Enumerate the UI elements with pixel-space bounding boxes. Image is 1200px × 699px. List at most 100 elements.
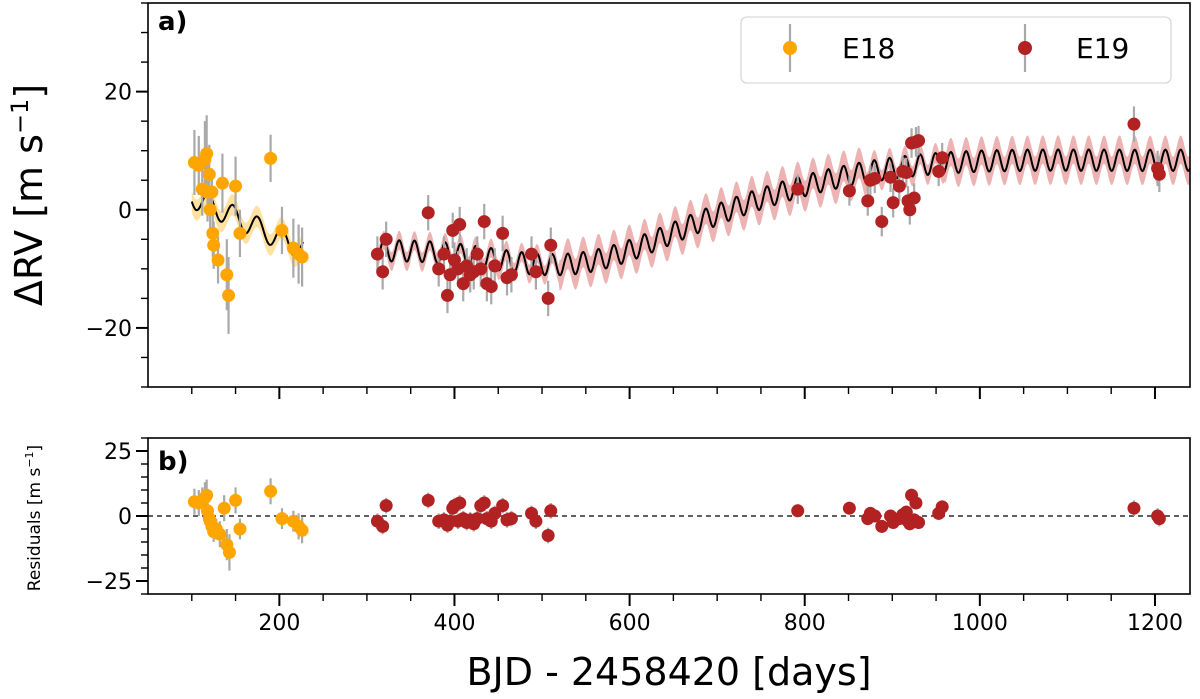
rv-point-e18 xyxy=(211,253,225,267)
x-tick-label: 1200 xyxy=(1127,611,1183,636)
rv-point-e19 xyxy=(899,166,913,180)
rv-point-e18 xyxy=(233,226,247,240)
residual-point-e19 xyxy=(791,504,805,518)
panel-a-rv-plot: −20 0 20 a) ΔRV [m s−1] E18 E19 xyxy=(6,2,1191,399)
residual-point-e18 xyxy=(222,545,236,559)
rv-point-e18 xyxy=(206,226,220,240)
rv-data-points xyxy=(187,106,1166,334)
residual-point-e19 xyxy=(875,519,889,533)
legend-e19-marker xyxy=(1018,41,1032,55)
residuals-label-close: ] xyxy=(25,445,45,452)
residual-point-e19 xyxy=(544,504,558,518)
rv-point-e19 xyxy=(875,215,889,229)
ylabel-close: ] xyxy=(7,84,51,99)
y-tick-label: 0 xyxy=(118,505,132,530)
model-band-segment xyxy=(377,135,1190,291)
rv-point-e18 xyxy=(207,238,221,252)
rv-point-e19 xyxy=(379,232,393,246)
panel-a-axes-frame xyxy=(147,2,1191,388)
panel-b-label: b) xyxy=(158,447,189,477)
y-tick-label: −25 xyxy=(86,570,132,595)
rv-point-e19 xyxy=(484,280,498,294)
ylabel-sup: −1 xyxy=(6,99,34,134)
residuals-label-main: Residuals [m s xyxy=(25,468,45,592)
y-tick-label: −20 xyxy=(86,317,132,342)
rv-point-e19 xyxy=(861,194,875,208)
panel-b-y-axis-label: Residuals [m s−1] xyxy=(23,445,45,591)
rv-point-e19 xyxy=(496,226,510,240)
rv-point-e19 xyxy=(892,179,906,193)
x-tick-label: 1000 xyxy=(952,611,1008,636)
y-tick-label: 25 xyxy=(104,440,132,465)
residual-point-e18 xyxy=(213,527,227,541)
residual-data-points xyxy=(187,478,1166,571)
residual-point-e19 xyxy=(1127,501,1141,515)
rv-point-e19 xyxy=(529,265,543,279)
rv-point-e18 xyxy=(275,223,289,237)
rv-point-e18 xyxy=(205,185,219,199)
residual-point-e19 xyxy=(379,499,393,513)
residual-point-e19 xyxy=(842,501,856,515)
rv-point-e19 xyxy=(376,265,390,279)
x-tick-label: 400 xyxy=(433,611,475,636)
rv-point-e19 xyxy=(868,171,882,185)
x-axis-label: BJD - 2458420 [days] xyxy=(466,650,871,694)
rv-point-e18 xyxy=(222,288,236,302)
rv-point-e19 xyxy=(470,247,484,261)
legend-e18-marker xyxy=(783,41,797,55)
rv-point-e18 xyxy=(215,176,229,190)
rv-point-e18 xyxy=(202,167,216,181)
rv-point-e19 xyxy=(474,262,488,276)
ylabel-main: ΔRV [m s xyxy=(7,134,51,306)
panel-a-x-ticks xyxy=(191,387,1156,399)
y-tick-label: 20 xyxy=(104,81,132,106)
legend-e19-label: E19 xyxy=(1076,32,1129,65)
rv-point-e19 xyxy=(903,203,917,217)
residual-point-e18 xyxy=(217,501,231,515)
x-tick-label: 200 xyxy=(258,611,300,636)
residuals-label-sup: −1 xyxy=(23,451,36,467)
panel-b-residuals-plot: −25 0 25 200 400 600 800 1000 1200 b) Residuals… xyxy=(23,437,1191,694)
rv-point-e19 xyxy=(541,291,555,305)
residual-point-e18 xyxy=(200,488,214,502)
rv-point-e19 xyxy=(453,218,467,232)
rv-point-e18 xyxy=(264,151,278,165)
residual-point-e19 xyxy=(421,493,435,507)
residual-point-e19 xyxy=(496,499,510,513)
rv-point-e19 xyxy=(421,206,435,220)
panel-b-y-ticks: −25 0 25 xyxy=(86,437,148,595)
legend-box xyxy=(740,16,1172,84)
rv-point-e19 xyxy=(437,247,451,261)
rv-point-e19 xyxy=(884,170,898,184)
rv-point-e18 xyxy=(220,268,234,282)
rv-point-e18 xyxy=(295,250,309,264)
residual-point-e19 xyxy=(541,529,555,542)
rv-point-e19 xyxy=(525,247,539,261)
rv-point-e19 xyxy=(1152,167,1166,181)
residual-point-e18 xyxy=(229,493,243,507)
x-tick-label: 600 xyxy=(609,611,651,636)
rv-point-e19 xyxy=(504,268,518,282)
residual-point-e19 xyxy=(453,496,467,510)
rv-point-e19 xyxy=(791,182,805,196)
rv-point-e19 xyxy=(912,134,926,148)
rv-point-e19 xyxy=(907,191,921,205)
residual-point-e19 xyxy=(529,514,543,528)
rv-point-e19 xyxy=(432,262,446,276)
rv-point-e19 xyxy=(886,196,900,210)
rv-point-e19 xyxy=(544,238,558,252)
residual-point-e19 xyxy=(376,519,390,533)
residual-point-e18 xyxy=(264,484,278,498)
rv-point-e19 xyxy=(456,277,470,291)
legend: E18 E19 xyxy=(740,16,1172,84)
residual-point-e18 xyxy=(295,523,309,537)
model-band-segment xyxy=(191,182,304,268)
rv-point-e19 xyxy=(1127,117,1141,131)
rv-point-e19 xyxy=(842,184,856,198)
panel-a-y-axis-label: ΔRV [m s−1] xyxy=(6,84,51,306)
rv-point-e19 xyxy=(932,164,946,178)
residual-point-e19 xyxy=(935,500,949,514)
rv-point-e19 xyxy=(935,151,949,165)
rv-point-e18 xyxy=(229,179,243,193)
residual-point-e19 xyxy=(868,509,882,523)
